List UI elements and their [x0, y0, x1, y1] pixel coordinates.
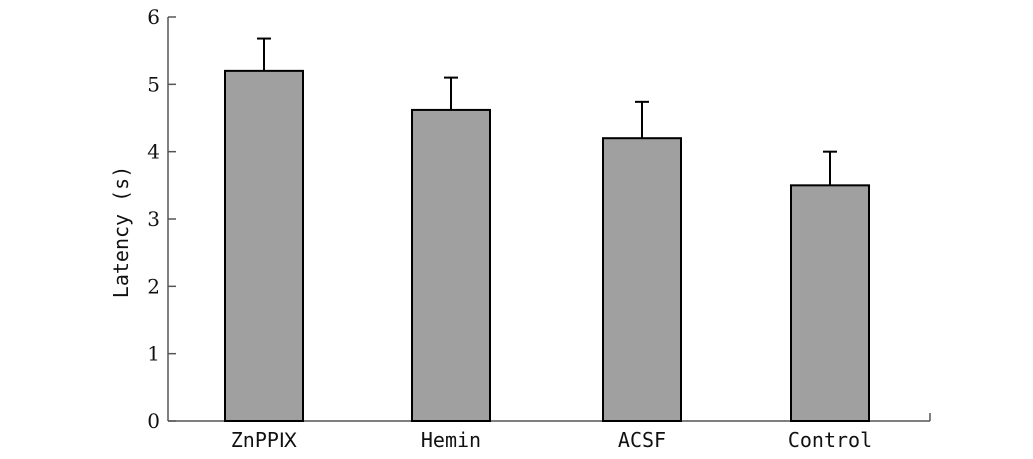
labels: 0 1 2 3 4 5 6 ZnPPⅨ Hemin ACSF Control — [147, 5, 872, 452]
y-tick-label: 6 — [147, 5, 160, 29]
bar-hemin — [411, 108, 491, 422]
y-tick-label: 4 — [147, 140, 160, 164]
x-tick-label: ACSF — [618, 428, 666, 452]
y-tick-label: 0 — [147, 409, 160, 433]
y-axis-title: Latency (s) — [109, 166, 133, 298]
x-tick-label: ZnPPⅨ — [231, 428, 298, 452]
y-tick-label: 5 — [147, 72, 160, 96]
bars — [224, 37, 870, 422]
y-tick-label: 3 — [147, 207, 160, 231]
bar-control — [790, 184, 870, 422]
y-tick-label: 2 — [147, 274, 160, 298]
y-tick-label: 1 — [147, 342, 160, 366]
bar-acsf — [602, 137, 682, 422]
x-tick-label: Hemin — [421, 428, 481, 452]
x-tick-label: Control — [788, 428, 872, 452]
bar-znpp- — [224, 69, 304, 422]
